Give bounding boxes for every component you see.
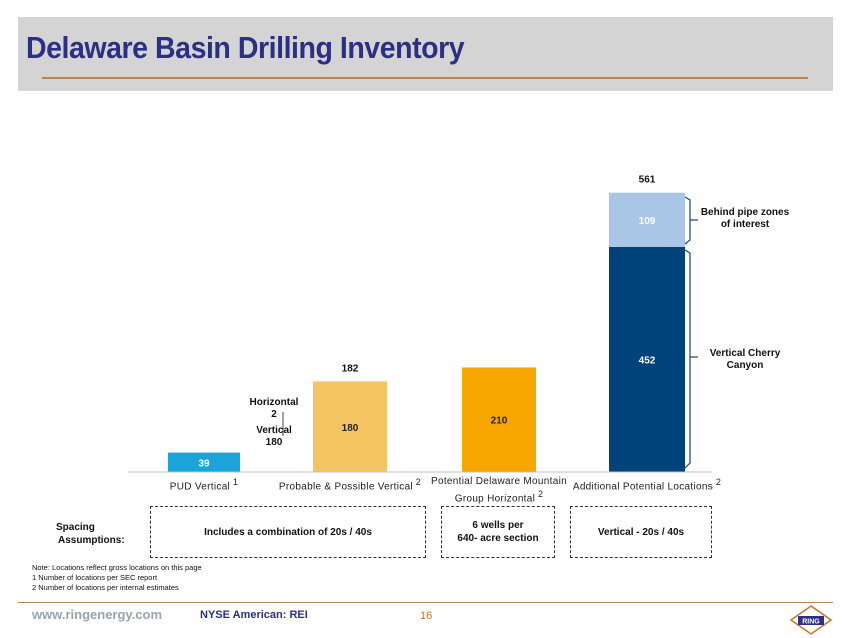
bar-3-segment-1 bbox=[462, 367, 536, 472]
annotation-vertical: Vertical 180 bbox=[246, 425, 302, 449]
annotation-behind-pipe: Behind pipe zones of interest bbox=[695, 207, 795, 231]
spacing-box-vertical: Vertical - 20s / 40s bbox=[570, 506, 712, 558]
bars-layer: 39 180 182 210 452 109 561 bbox=[168, 175, 685, 472]
spacing-box-combination-text: Includes a combination of 20s / 40s bbox=[204, 526, 372, 538]
footnote-2: 2 Number of locations per internal estim… bbox=[32, 583, 179, 592]
bar-2-total-label: 182 bbox=[342, 363, 359, 374]
bar-2-segment-1 bbox=[313, 382, 387, 472]
bracket-bottom bbox=[684, 249, 698, 469]
bar-1-value-label-1: 39 bbox=[198, 458, 210, 469]
footer-divider bbox=[18, 602, 833, 603]
footer-website-link[interactable]: www.ringenergy.com bbox=[32, 607, 163, 622]
bracket-top bbox=[684, 196, 698, 245]
footnote-general: Note: Locations reflect gross locations … bbox=[32, 563, 202, 572]
spacing-label-line1: Spacing bbox=[56, 522, 95, 533]
spacing-box-vertical-text: Vertical - 20s / 40s bbox=[597, 526, 685, 538]
ring-logo-band bbox=[798, 616, 824, 625]
spacing-label-line2: Assumptions: bbox=[58, 535, 125, 546]
annotation-cherry-canyon-line1: Vertical Cherry bbox=[709, 348, 781, 359]
spacing-box-wells: 6 wells per 640- acre section bbox=[441, 506, 555, 558]
x-tick-label-1: PUD Vertical 1 bbox=[129, 476, 279, 493]
bar-4-total-label: 561 bbox=[639, 175, 656, 186]
x-tick-note-1: 1 bbox=[230, 477, 239, 487]
x-tick-note-2: 2 bbox=[412, 477, 422, 487]
x-tick-text-1: PUD Vertical bbox=[169, 481, 231, 493]
annotation-behind-pipe-line1: Behind pipe zones bbox=[700, 207, 790, 218]
footnotes: Note: Locations reflect gross locations … bbox=[32, 563, 202, 593]
spacing-box-combination: Includes a combination of 20s / 40s bbox=[150, 506, 426, 558]
annotation-cherry-canyon-line2: Canyon bbox=[726, 360, 764, 371]
page-title: Delaware Basin Drilling Inventory bbox=[26, 30, 465, 65]
annotation-horizontal: Horizontal 2 bbox=[246, 397, 302, 421]
bar-4-segment-2 bbox=[609, 192, 685, 247]
x-tick-text-3: Potential Delaware Mountain Group Horizo… bbox=[431, 476, 567, 505]
spacing-label: Spacing Assumptions: bbox=[56, 521, 125, 547]
annotation-horizontal-value: 2 bbox=[271, 409, 277, 420]
x-tick-note-4: 2 bbox=[713, 477, 722, 487]
spacing-box-wells-line1: 6 wells per bbox=[472, 520, 524, 531]
bar-4-value-label-1: 452 bbox=[639, 356, 656, 367]
ring-logo: RING bbox=[790, 605, 832, 635]
bar-2-segment-2 bbox=[313, 381, 387, 383]
annotation-vertical-value: 180 bbox=[265, 437, 283, 448]
bar-2-value-label-1: 180 bbox=[342, 423, 359, 434]
footer-ticker: NYSE American: REI bbox=[200, 609, 308, 621]
x-tick-note-3: 2 bbox=[535, 489, 544, 499]
x-tick-text-4: Additional Potential Locations bbox=[572, 481, 714, 493]
annotation-horizontal-label: Horizontal bbox=[249, 397, 299, 408]
x-tick-text-2: Probable & Possible Vertical bbox=[278, 481, 413, 493]
annotation-vertical-label: Vertical bbox=[256, 425, 292, 436]
bar-4-segment-1 bbox=[609, 247, 685, 472]
bar-3-value-label-1: 210 bbox=[491, 416, 508, 427]
footnote-1: 1 Number of locations per SEC report bbox=[32, 573, 158, 582]
x-tick-label-2: Probable & Possible Vertical 2 bbox=[275, 476, 425, 493]
bar-4-value-label-2: 109 bbox=[639, 216, 656, 227]
annotation-behind-pipe-line2: of interest bbox=[720, 219, 770, 230]
spacing-box-wells-line2: 640- acre section bbox=[457, 533, 539, 544]
x-tick-label-4: Additional Potential Locations 2 bbox=[572, 476, 722, 493]
x-tick-label-3: Potential Delaware Mountain Group Horizo… bbox=[429, 476, 569, 505]
annotation-cherry-canyon: Vertical Cherry Canyon bbox=[695, 348, 795, 372]
title-underline bbox=[42, 77, 808, 79]
page-number: 16 bbox=[420, 610, 433, 622]
ring-logo-text: RING bbox=[802, 619, 820, 626]
bar-1-segment-1 bbox=[168, 452, 240, 472]
